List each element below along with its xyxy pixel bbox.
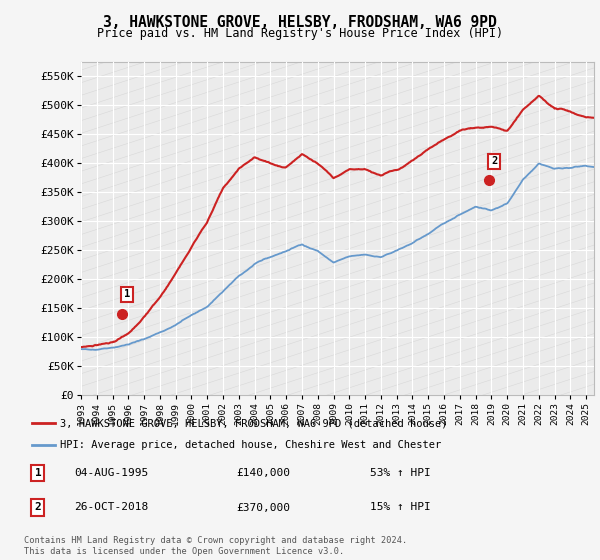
Text: Contains HM Land Registry data © Crown copyright and database right 2024.
This d: Contains HM Land Registry data © Crown c… (24, 536, 407, 556)
Text: 04-AUG-1995: 04-AUG-1995 (74, 468, 148, 478)
Text: 53% ↑ HPI: 53% ↑ HPI (370, 468, 431, 478)
Text: 3, HAWKSTONE GROVE, HELSBY, FRODSHAM, WA6 9PD: 3, HAWKSTONE GROVE, HELSBY, FRODSHAM, WA… (103, 15, 497, 30)
Text: 1: 1 (35, 468, 41, 478)
Text: £140,000: £140,000 (236, 468, 290, 478)
Text: 26-OCT-2018: 26-OCT-2018 (74, 502, 148, 512)
Text: 2: 2 (35, 502, 41, 512)
Text: 2: 2 (491, 156, 497, 166)
Text: £370,000: £370,000 (236, 502, 290, 512)
Text: 3, HAWKSTONE GROVE, HELSBY, FRODSHAM, WA6 9PD (detached house): 3, HAWKSTONE GROVE, HELSBY, FRODSHAM, WA… (60, 418, 448, 428)
Text: 1: 1 (124, 290, 130, 300)
Text: Price paid vs. HM Land Registry's House Price Index (HPI): Price paid vs. HM Land Registry's House … (97, 27, 503, 40)
Text: HPI: Average price, detached house, Cheshire West and Chester: HPI: Average price, detached house, Ches… (60, 440, 442, 450)
Text: 15% ↑ HPI: 15% ↑ HPI (370, 502, 431, 512)
